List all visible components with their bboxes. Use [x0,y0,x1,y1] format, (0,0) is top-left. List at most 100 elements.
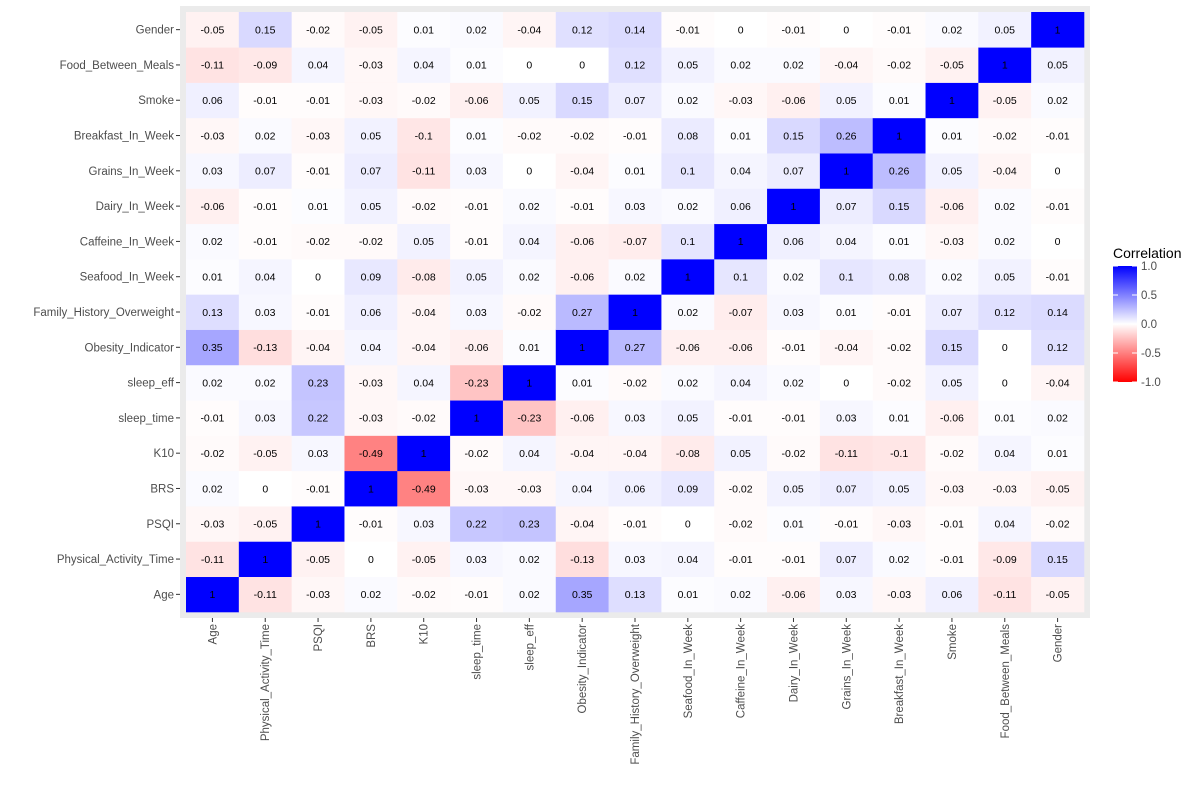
cell-value-label: 0.03 [255,413,276,425]
heatmap-cell [661,364,715,401]
heatmap-cell [819,188,874,225]
heatmap-cell [502,576,557,613]
cell-value-label: 0.02 [361,589,382,601]
heatmap-cell [608,470,662,507]
cell-value-label: 0.04 [995,448,1016,460]
cell-value-label: -0.01 [306,95,330,107]
cell-value-label: 0.01 [202,272,223,284]
heatmap-cell [1031,435,1085,472]
heatmap-cell [238,329,292,366]
cell-value-label: 0.02 [995,236,1016,248]
heatmap-cell [344,364,398,401]
heatmap-cell [872,329,926,366]
heatmap-cell [767,364,821,401]
heatmap-cell [767,329,821,366]
heatmap-cell [502,188,557,225]
cell-value-label: 0.04 [255,272,276,284]
cell-value-label: -0.01 [306,307,330,319]
heatmap-cell [397,117,451,154]
cell-value-label: 0.03 [202,166,223,178]
cell-value-label: 0.03 [836,413,857,425]
cell-value-label: -0.01 [729,413,753,425]
cell-value-label: -0.02 [412,589,436,601]
cell-value-label: -0.01 [940,519,964,531]
cell-value-label: -0.03 [887,589,911,601]
cell-value-label: 0.02 [625,272,646,284]
cell-value-label: 0.02 [783,377,804,389]
heatmap-cell [767,188,821,225]
cell-value-label: 0.02 [255,377,276,389]
cell-value-label: -0.03 [306,130,330,142]
cell-value-label: 0.03 [625,201,646,213]
cell-value-label: 1 [949,95,955,107]
heatmap-cell [502,294,557,330]
cell-value-label: 1 [632,307,638,319]
cell-value-label: 0.02 [519,554,540,566]
heatmap-cell [819,47,874,83]
heatmap-cell [502,364,557,401]
cell-value-label: -0.01 [306,166,330,178]
heatmap-cell [1031,329,1085,366]
cell-value-label: 0.02 [783,60,804,72]
heatmap-cell [397,576,451,613]
cell-value-label: -0.01 [1046,272,1070,284]
cell-value-label: 0.04 [519,236,540,248]
heatmap-cell [661,188,715,225]
cell-value-label: -0.01 [465,236,489,248]
heatmap-cell [714,329,768,366]
heatmap-cell [819,329,874,366]
heatmap-cell [502,470,557,507]
cell-value-label: 0.04 [678,554,699,566]
cell-value-label: 1 [526,377,532,389]
cell-value-label: -0.11 [993,589,1016,601]
cell-value-label: 0.02 [942,24,963,36]
cell-value-label: -0.01 [834,519,858,531]
cell-value-label: 0.01 [413,24,434,36]
heatmap-cell [608,223,662,260]
heatmap-cell [1031,576,1085,613]
cell-value-labels: 1-0.11-0.030.02-0.02-0.010.020.350.130.0… [200,24,1069,601]
heatmap-cell [1031,12,1085,48]
heatmap-cell [291,188,345,225]
heatmap-cell [925,12,979,48]
heatmap-cell [608,400,662,436]
cell-value-label: 0.26 [836,130,857,142]
cell-value-label: 0 [262,483,268,495]
heatmap-cell [819,364,874,401]
y-tick-label: Family_History_Overweight [33,307,174,319]
cell-value-label: 1 [262,554,268,566]
cell-value-label: -0.06 [200,201,224,213]
heatmap-cell [555,576,609,613]
cell-value-label: 0.03 [625,554,646,566]
cell-value-label: -0.01 [465,201,489,213]
heatmap-cell [819,576,874,613]
x-tick-label: Smoke [947,624,959,660]
cell-value-label: -0.01 [782,342,806,354]
heatmap-cell [502,47,557,83]
heatmap-cell [978,12,1032,48]
cell-value-label: 0.06 [625,483,646,495]
cell-value-label: 0.07 [361,166,382,178]
heatmap-cell [291,117,345,154]
heatmap-cell [767,153,821,189]
heatmap-cell [925,153,979,189]
heatmap-cell [925,541,979,578]
heatmap-cell [714,153,768,189]
cell-value-label: -0.04 [412,307,436,319]
heatmap-cell [872,188,926,225]
cell-value-label: 0.05 [889,483,910,495]
heatmap-cell [186,117,240,154]
heatmap-cell [819,470,874,507]
x-tick-label: Seafood_In_Week [683,624,695,719]
cell-value-label: 0.04 [836,236,857,248]
heatmap-cell [714,223,768,260]
cell-value-label: -0.11 [201,60,224,72]
heatmap-cell [291,153,345,189]
cell-value-label: 0.05 [466,272,487,284]
heatmap-cell [925,435,979,472]
x-tick-label: sleep_eff [524,623,536,670]
heatmap-cell [450,153,504,189]
x-tick-label: sleep_time [472,624,484,680]
heatmap-cell [450,188,504,225]
heatmap-cell [450,364,504,401]
